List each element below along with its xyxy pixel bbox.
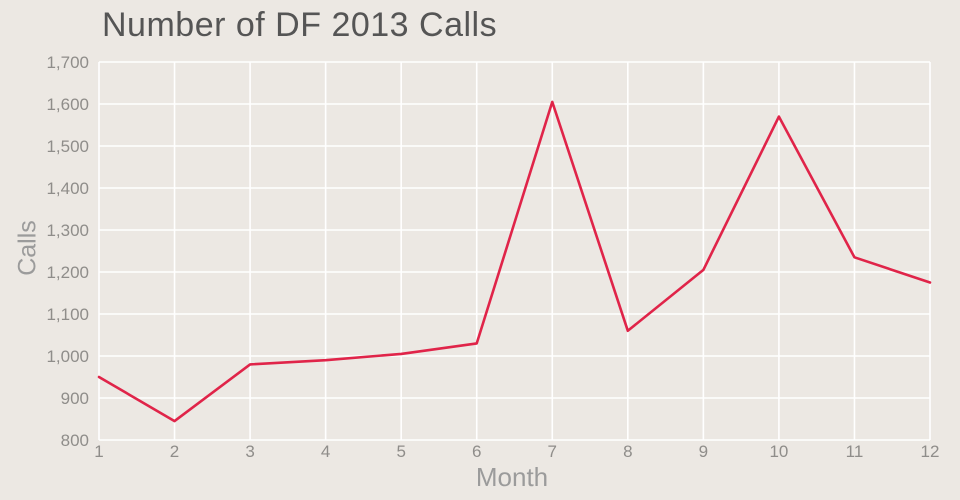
y-tick-label: 800 <box>61 431 89 450</box>
y-tick-label: 1,300 <box>46 221 89 240</box>
x-tick-label: 11 <box>846 442 864 461</box>
x-tick-label: 7 <box>548 442 557 461</box>
y-tick-label: 1,200 <box>46 263 89 282</box>
data-line-series <box>97 100 932 423</box>
y-tick-label: 1,000 <box>46 347 89 366</box>
x-axis-label: Month <box>475 462 549 492</box>
x-tick-label: 4 <box>321 442 330 461</box>
x-tick-label: 9 <box>699 442 708 461</box>
y-tick-label: 1,400 <box>46 179 89 198</box>
x-tick-label: 10 <box>769 442 788 461</box>
x-tick-label: 2 <box>170 442 179 461</box>
y-tick-label: 1,100 <box>46 305 89 324</box>
x-tick-label: 5 <box>396 442 405 461</box>
x-tick-label: 3 <box>245 442 254 461</box>
x-tick-label: 1 <box>94 442 103 461</box>
y-tick-label: 1,600 <box>46 95 89 114</box>
x-tick-label: 6 <box>472 442 481 461</box>
y-tick-label: 1,700 <box>46 53 89 72</box>
x-tick-label: 8 <box>623 442 632 461</box>
y-tick-label: 1,500 <box>46 137 89 156</box>
chart-title: Number of DF 2013 Calls <box>102 6 498 44</box>
y-axis-label: Calls <box>13 220 42 276</box>
x-tick-label: 12 <box>921 442 940 461</box>
y-tick-label: 900 <box>61 389 89 408</box>
